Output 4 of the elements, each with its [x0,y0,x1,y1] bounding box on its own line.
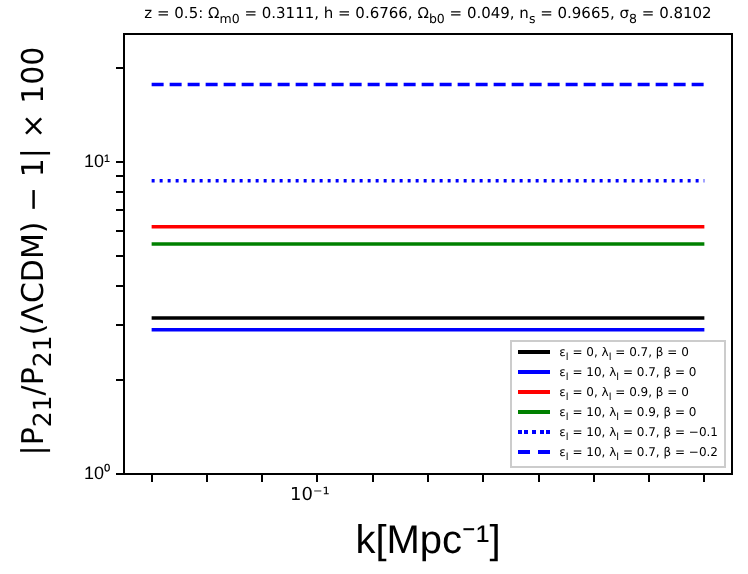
y-tick-label: 10¹ [83,150,110,171]
y-tick-label: 10⁰ [83,462,110,483]
text: 10⁻¹ [290,486,330,506]
x-axis-title: k[Mpc⁻¹] [355,519,501,564]
